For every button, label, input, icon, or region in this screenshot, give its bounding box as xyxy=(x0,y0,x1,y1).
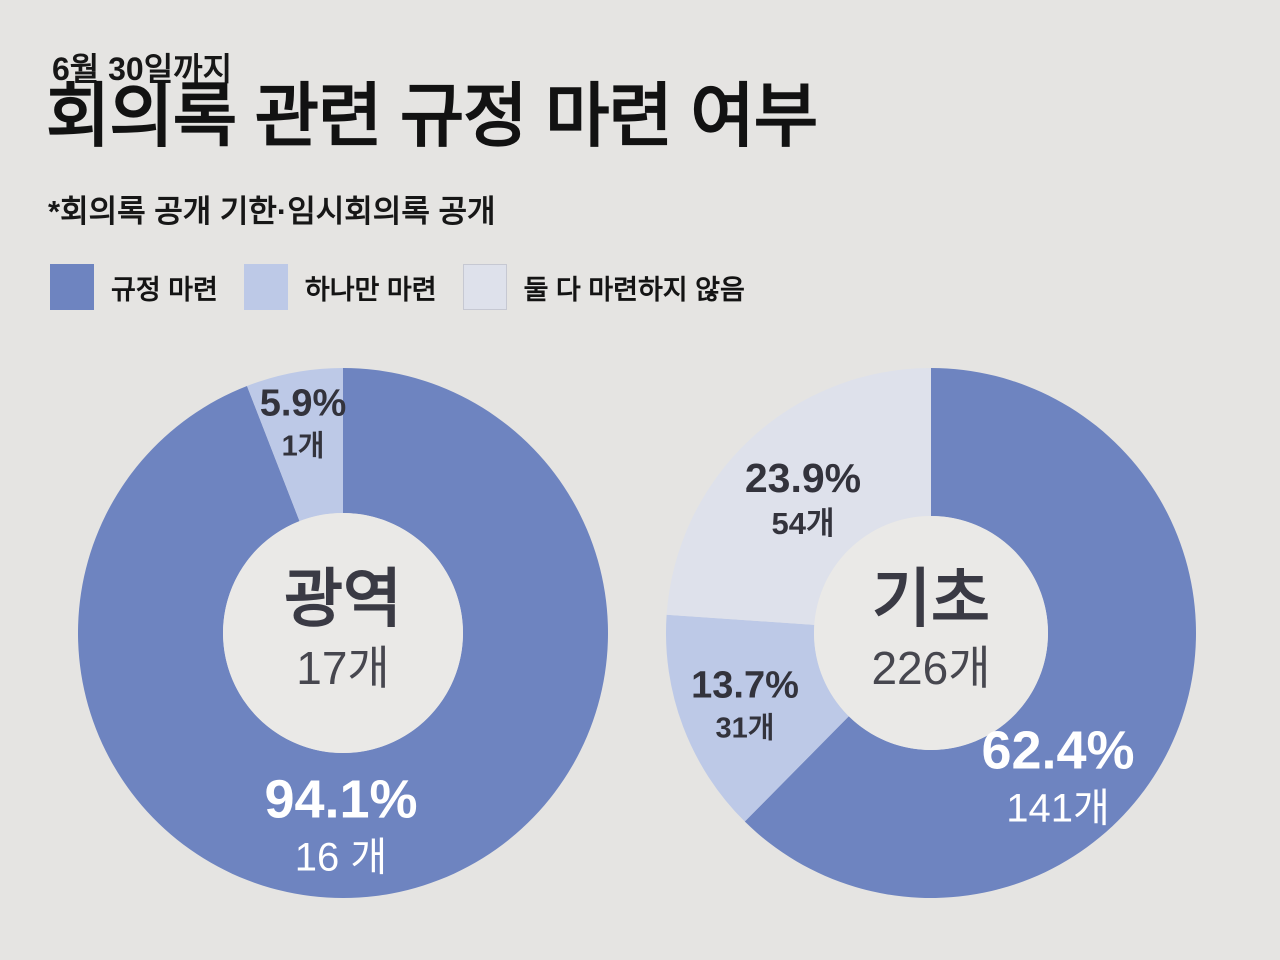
right-donut-center-label: 기초 226개 xyxy=(871,563,991,695)
donut-0-segment-1 xyxy=(247,368,343,522)
percentage-value: 5.9% xyxy=(259,382,347,425)
page-title: 회의록 관련 규정 마련 여부 xyxy=(46,77,818,155)
percentage-value: 13.7% xyxy=(691,664,799,707)
left-donut-segment-label-partial: 5.9% 1개 xyxy=(259,382,347,465)
subtitle: *회의록 공개 기한·임시회의록 공개 xyxy=(48,194,496,229)
legend-item-none: 둘 다 마련하지 않음 xyxy=(462,264,745,310)
legend: 규정 마련 하나만 마련 둘 다 마련하지 않음 xyxy=(50,264,745,310)
donut-0-segment-0 xyxy=(77,368,608,898)
donut-1-hole xyxy=(814,516,1048,750)
donut-1-segment-1 xyxy=(665,614,849,822)
count-value: 1개 xyxy=(281,430,325,463)
legend-label-none: 둘 다 마련하지 않음 xyxy=(523,274,745,305)
donut-0-hole xyxy=(223,513,463,753)
count-value: 141개 xyxy=(1006,786,1110,831)
donut-1-segment-2 xyxy=(666,368,931,625)
legend-label-prepared: 규정 마련 xyxy=(111,274,218,305)
right-donut-segment-label-prepared: 62.4% 141개 xyxy=(981,720,1135,832)
right-donut-segment-label-partial: 13.7% 31개 xyxy=(691,664,799,747)
left-donut-center-label: 광역 17개 xyxy=(284,563,402,695)
left-donut-total: 17개 xyxy=(296,642,390,695)
legend-swatch-prepared xyxy=(50,264,94,310)
right-donut-title: 기초 xyxy=(872,563,990,635)
legend-label-partial: 하나만 마련 xyxy=(304,274,437,305)
percentage-value: 23.9% xyxy=(744,454,862,501)
right-donut-total: 226개 xyxy=(871,642,991,695)
percentage-value: 62.4% xyxy=(981,720,1135,781)
count-value: 54개 xyxy=(771,505,835,541)
count-value: 31개 xyxy=(715,712,775,745)
right-donut-segment-label-none: 23.9% 54개 xyxy=(744,454,862,542)
date-label: 6월 30일까지 xyxy=(52,51,233,87)
left-donut-segment-label-prepared: 94.1% 16 개 xyxy=(264,769,418,881)
left-donut-title: 광역 xyxy=(284,563,402,635)
legend-item-partial: 하나만 마련 xyxy=(243,264,437,310)
legend-swatch-partial xyxy=(243,264,288,310)
percentage-value: 94.1% xyxy=(264,769,418,830)
donut-1-segment-0 xyxy=(744,368,1196,899)
legend-item-prepared: 규정 마련 xyxy=(50,264,218,310)
legend-swatch-none xyxy=(462,264,507,310)
count-value: 16 개 xyxy=(294,835,388,880)
